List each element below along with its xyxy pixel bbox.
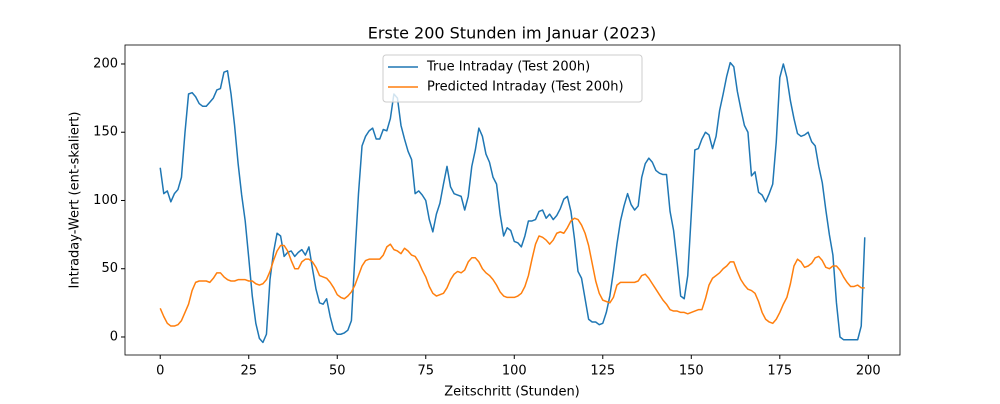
- x-tick-label: 0: [156, 364, 164, 379]
- chart-title: Erste 200 Stunden im Januar (2023): [368, 24, 656, 43]
- y-tick-label: 0: [110, 329, 118, 344]
- x-tick-label: 175: [767, 364, 792, 379]
- x-tick-label: 100: [502, 364, 527, 379]
- data-line: [159, 217, 865, 327]
- legend: True Intraday (Test 200h) Predicted Intra…: [382, 54, 643, 103]
- legend-box: [382, 54, 643, 103]
- y-axis-label: Intraday-Wert (ent-skaliert): [68, 112, 83, 289]
- y-tick-label: 100: [93, 193, 118, 208]
- legend-label: True Intraday (Test 200h): [426, 60, 590, 75]
- y-tick-label: 200: [93, 56, 118, 71]
- y-tick-label: 150: [93, 125, 118, 140]
- x-tick-label: 125: [590, 364, 615, 379]
- data-line: [159, 61, 866, 344]
- x-tick-label: 50: [329, 364, 346, 379]
- x-tick-label: 25: [240, 364, 257, 379]
- plot-frame: [124, 44, 901, 356]
- x-axis-label: Zeitschritt (Stunden): [444, 385, 580, 400]
- legend-label: Predicted Intraday (Test 200h): [427, 80, 624, 95]
- x-tick-label: 75: [417, 364, 434, 379]
- y-tick-label: 50: [101, 261, 118, 276]
- x-tick-label: 150: [679, 364, 704, 379]
- x-tick-label: 200: [856, 364, 881, 379]
